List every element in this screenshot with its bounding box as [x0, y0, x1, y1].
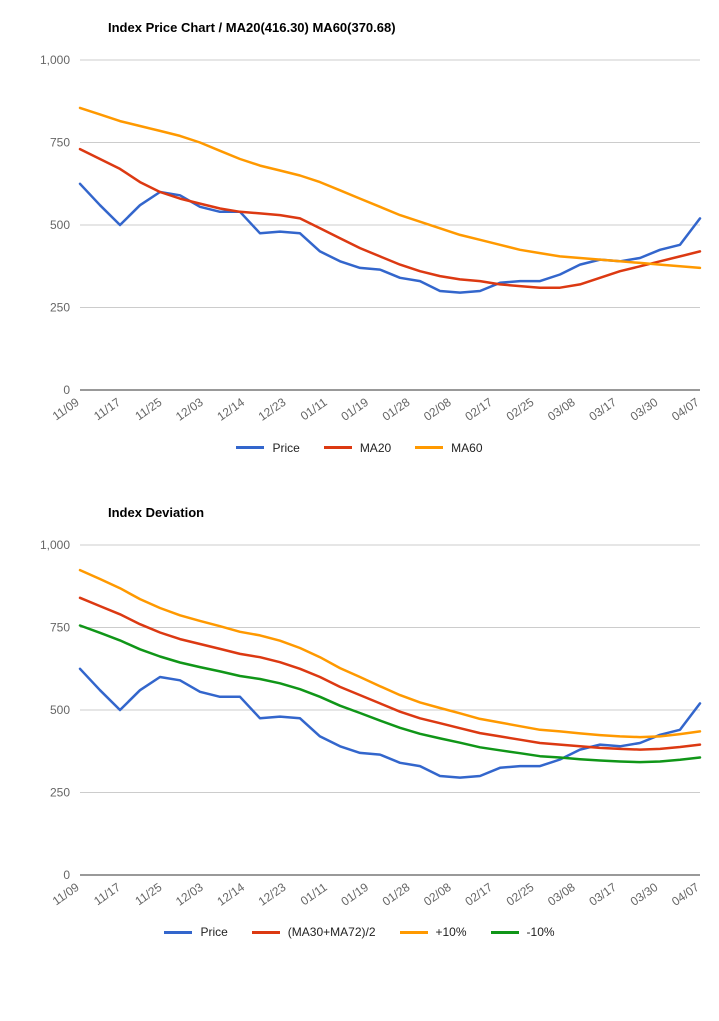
chart-svg: 0 250 500 750 1,000 11/09 11/17 11/25 12/03 12/14… [0, 485, 719, 915]
series-line [80, 597, 700, 749]
x-tick-label: 01/19 [338, 879, 371, 908]
x-tick-label: 01/11 [298, 395, 330, 423]
x-tick-label: 12/23 [256, 395, 289, 424]
y-tick-label: 250 [50, 785, 70, 799]
legend-label: Price [200, 925, 227, 939]
legend-item: MA60 [415, 441, 482, 455]
x-tick-label: 12/14 [214, 395, 247, 424]
x-tick-label: 12/03 [173, 395, 206, 424]
legend-item: (MA30+MA72)/2 [252, 925, 376, 939]
x-tick-label: 03/30 [628, 395, 661, 424]
chart-title: Index Price Chart / MA20(416.30) MA60(37… [108, 20, 396, 35]
y-tick-label: 0 [63, 383, 70, 397]
x-tick-label: 04/07 [669, 395, 702, 424]
y-tick-label: 750 [50, 136, 70, 150]
x-tick-label: 11/17 [91, 395, 123, 423]
legend-label: MA20 [360, 441, 391, 455]
legend-item: MA20 [324, 441, 391, 455]
x-tick-label: 02/17 [462, 879, 495, 908]
x-tick-label: 01/11 [298, 879, 330, 907]
x-tick-label: 02/17 [462, 395, 495, 424]
price-chart: Index Price Chart / MA20(416.30) MA60(37… [0, 0, 719, 455]
x-tick-label: 11/09 [50, 395, 82, 423]
legend-swatch [400, 931, 428, 934]
legend-swatch [252, 931, 280, 934]
legend-item: Price [164, 925, 227, 939]
legend-item: +10% [400, 925, 467, 939]
legend-label: Price [272, 441, 299, 455]
series-line [80, 625, 700, 762]
x-tick-label: 02/25 [504, 879, 537, 908]
legend-label: MA60 [451, 441, 482, 455]
x-tick-label: 01/19 [338, 395, 371, 424]
chart-svg: 0 250 500 750 1,000 11/09 11/17 11/25 12/03 12/14… [0, 0, 719, 430]
x-tick-label: 04/07 [669, 879, 702, 908]
y-tick-label: 250 [50, 301, 70, 315]
x-tick-label: 01/28 [380, 879, 413, 908]
x-tick-label: 01/28 [380, 395, 413, 424]
legend-label: -10% [527, 925, 555, 939]
legend-label: (MA30+MA72)/2 [288, 925, 376, 939]
charts-page: Index Price Chart / MA20(416.30) MA60(37… [0, 0, 719, 989]
series-line [80, 149, 700, 288]
legend-label: +10% [436, 925, 467, 939]
y-tick-label: 750 [50, 620, 70, 634]
series-line [80, 108, 700, 268]
x-tick-label: 03/17 [586, 879, 619, 908]
legend-item: Price [236, 441, 299, 455]
x-tick-label: 11/17 [91, 879, 123, 907]
legend-swatch [415, 446, 443, 449]
x-tick-label: 03/08 [545, 395, 578, 424]
series-line [80, 570, 700, 737]
chart-legend: Price MA20 MA60 [0, 436, 719, 455]
x-tick-label: 02/08 [421, 395, 454, 424]
x-tick-label: 03/17 [586, 395, 619, 424]
deviation-chart: Index Deviation 0 250 500 750 1,000 11/09 11/17… [0, 485, 719, 940]
legend-swatch [491, 931, 519, 934]
x-tick-label: 12/23 [256, 879, 289, 908]
y-tick-label: 1,000 [40, 53, 70, 67]
x-tick-label: 11/25 [132, 879, 164, 907]
x-tick-label: 02/25 [504, 395, 537, 424]
legend-swatch [236, 446, 264, 449]
legend-swatch [324, 446, 352, 449]
x-tick-label: 03/08 [545, 879, 578, 908]
y-tick-label: 500 [50, 703, 70, 717]
x-tick-label: 02/08 [421, 879, 454, 908]
chart-title: Index Deviation [108, 505, 204, 520]
chart-legend: Price (MA30+MA72)/2 +10% -10% [0, 921, 719, 940]
y-tick-label: 1,000 [40, 538, 70, 552]
x-tick-label: 12/03 [173, 879, 206, 908]
y-tick-label: 0 [63, 868, 70, 882]
x-tick-label: 12/14 [214, 879, 247, 908]
x-tick-label: 03/30 [628, 879, 661, 908]
x-tick-label: 11/09 [50, 879, 82, 907]
legend-swatch [164, 931, 192, 934]
y-tick-label: 500 [50, 218, 70, 232]
x-tick-label: 11/25 [132, 395, 164, 423]
legend-item: -10% [491, 925, 555, 939]
